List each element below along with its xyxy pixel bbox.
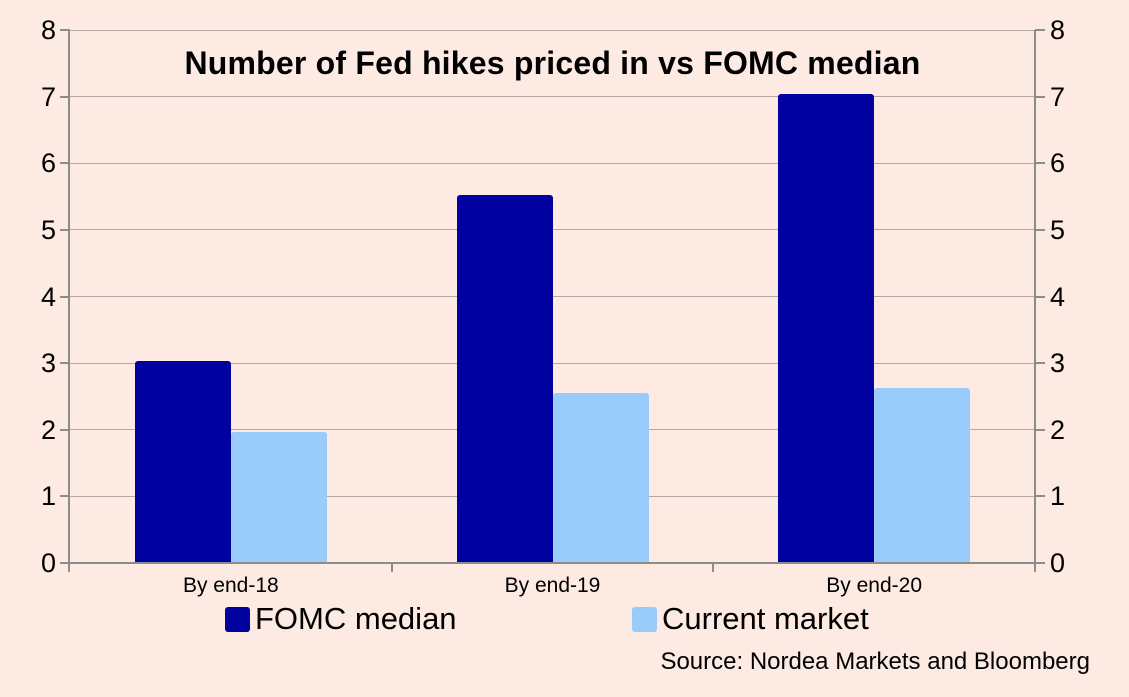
y-axis-label-left-1: 1 bbox=[40, 481, 56, 512]
y-tick-left-7 bbox=[60, 95, 70, 98]
legend-item-fomc-median: FOMC median bbox=[225, 602, 457, 636]
y-tick-right-7 bbox=[1035, 95, 1045, 98]
bar-current-market-by-end-18 bbox=[230, 431, 327, 563]
y-axis-label-left-8: 8 bbox=[40, 15, 56, 45]
y-tick-left-2 bbox=[60, 428, 70, 431]
bar-current-market-by-end-19 bbox=[552, 393, 649, 563]
legend-label-fomc-median: FOMC median bbox=[255, 601, 457, 636]
y-tick-right-8 bbox=[1035, 29, 1045, 31]
y-axis-label-right-0: 0 bbox=[1050, 548, 1066, 578]
y-tick-right-4 bbox=[1035, 295, 1045, 298]
y-axis-label-left-3: 3 bbox=[40, 348, 56, 379]
y-tick-left-8 bbox=[60, 29, 70, 31]
y-axis-label-left-2: 2 bbox=[40, 414, 56, 445]
x-axis bbox=[61, 562, 1045, 564]
x-axis-label-by-end-20: By end-20 bbox=[826, 574, 923, 597]
x-tick-2 bbox=[712, 563, 715, 572]
x-axis-label-by-end-19: By end-19 bbox=[504, 574, 601, 597]
y-axis-label-right-5: 5 bbox=[1050, 214, 1066, 245]
gridline-3 bbox=[70, 362, 1035, 364]
y-tick-right-6 bbox=[1035, 162, 1045, 165]
y-tick-left-3 bbox=[60, 362, 70, 365]
gridline-7 bbox=[70, 96, 1035, 98]
x-tick-1 bbox=[390, 563, 393, 572]
y-tick-right-1 bbox=[1035, 495, 1045, 498]
bar-current-market-by-end-20 bbox=[874, 387, 971, 563]
y-axis-label-left-0: 0 bbox=[40, 548, 56, 578]
y-axis-label-right-2: 2 bbox=[1050, 414, 1066, 445]
gridline-6 bbox=[70, 162, 1035, 164]
fomc-median-swatch-icon bbox=[225, 606, 250, 632]
x-axis-label-by-end-18: By end-18 bbox=[182, 574, 279, 597]
y-axis-label-left-5: 5 bbox=[40, 214, 56, 245]
y-axis-label-left-6: 6 bbox=[40, 148, 56, 179]
gridline-4 bbox=[70, 296, 1035, 297]
gridline-5 bbox=[70, 229, 1035, 231]
y-axis-label-left-4: 4 bbox=[40, 281, 56, 312]
y-axis-left bbox=[68, 30, 70, 572]
bar-fomc-median-by-end-20 bbox=[778, 93, 875, 563]
y-axis-label-right-7: 7 bbox=[1050, 81, 1066, 112]
y-tick-left-5 bbox=[60, 228, 70, 231]
y-tick-right-5 bbox=[1035, 228, 1045, 231]
y-tick-left-4 bbox=[60, 295, 70, 298]
y-axis-label-right-3: 3 bbox=[1050, 348, 1066, 379]
y-tick-right-3 bbox=[1035, 362, 1045, 365]
y-axis-label-right-4: 4 bbox=[1050, 281, 1066, 312]
y-axis-label-right-1: 1 bbox=[1050, 481, 1066, 512]
y-tick-left-1 bbox=[60, 495, 70, 498]
current-market-swatch-icon bbox=[632, 606, 657, 632]
gridline-8 bbox=[70, 29, 1035, 31]
y-tick-left-6 bbox=[60, 162, 70, 165]
bar-fomc-median-by-end-19 bbox=[456, 194, 553, 563]
y-axis-label-right-8: 8 bbox=[1050, 15, 1066, 45]
legend-item-current-market: Current market bbox=[632, 602, 869, 636]
y-axis-label-left-7: 7 bbox=[40, 81, 56, 112]
chart-title: Number of Fed hikes priced in vs FOMC me… bbox=[184, 45, 921, 81]
bar-fomc-median-by-end-18 bbox=[134, 361, 231, 563]
source-note: Source: Nordea Markets and Bloomberg bbox=[660, 648, 1090, 675]
legend-label-current-market: Current market bbox=[662, 601, 869, 636]
y-axis-label-right-6: 6 bbox=[1050, 148, 1066, 179]
y-tick-right-2 bbox=[1035, 428, 1045, 431]
y-axis-right bbox=[1034, 30, 1036, 572]
